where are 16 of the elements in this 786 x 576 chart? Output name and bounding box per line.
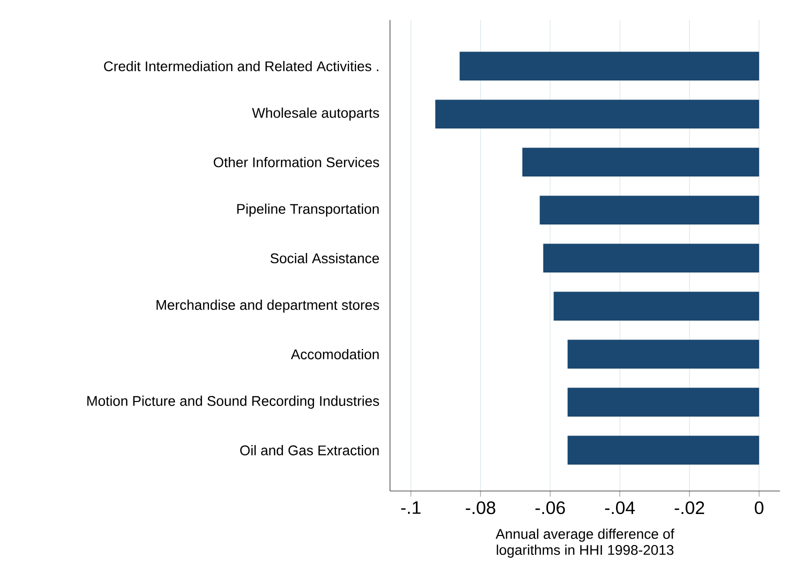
x-tick-label: -.1 xyxy=(401,501,421,514)
y-tick-label: Pipeline Transportation xyxy=(237,204,379,217)
x-tick-label: 0 xyxy=(754,501,764,514)
y-tick-label: Wholesale autoparts xyxy=(252,108,380,121)
y-tick-label: Accomodation xyxy=(290,349,379,360)
x-tick-label: -.06 xyxy=(535,501,565,514)
x-tick-label: -.04 xyxy=(605,501,635,514)
y-tick-label: Other Information Services xyxy=(214,156,380,168)
x-tick-label: -.08 xyxy=(466,501,496,514)
y-tick-label: Merchandise and department stores xyxy=(156,300,380,313)
y-tick-label: Oil and Gas Extraction xyxy=(240,445,379,456)
y-tick-label: Motion Picture and Sound Recording Industries xyxy=(87,396,380,409)
x-tick-label: -.02 xyxy=(674,501,704,514)
y-tick-label: Social Assistance xyxy=(270,253,379,264)
x-axis-title: Annual average difference of logarithms in HHI 1998-2013 xyxy=(496,528,674,558)
y-tick-label: Credit Intermediation and Related Activities . xyxy=(104,60,378,72)
